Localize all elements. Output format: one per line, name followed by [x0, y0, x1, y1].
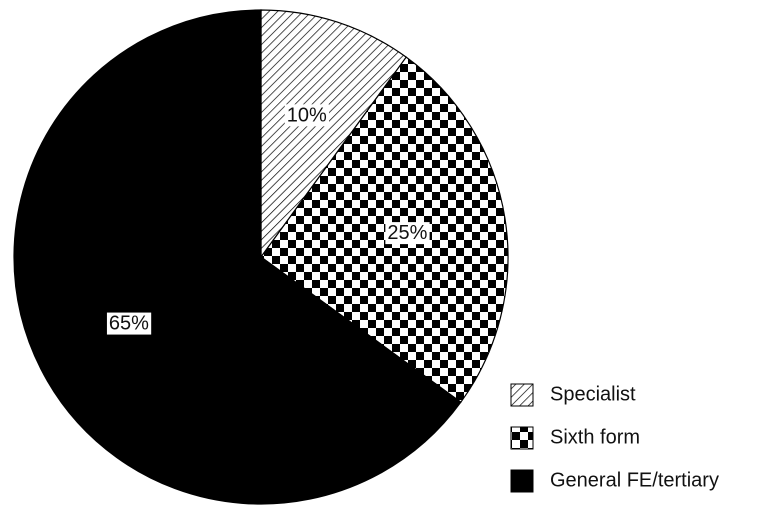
- legend-swatch: [510, 426, 534, 450]
- slice-label: 65%: [109, 313, 149, 335]
- slice-label-background: [385, 222, 430, 245]
- slice-label: 25%: [387, 222, 427, 244]
- slice-label: 10%: [287, 104, 327, 126]
- legend-label: General FE/tertiary: [550, 469, 719, 491]
- legend-swatch: [510, 383, 534, 407]
- slice-label-background: [284, 104, 330, 127]
- legend-swatch: [510, 469, 534, 493]
- pie-slice: [260, 56, 509, 404]
- legend-label: Sixth form: [550, 426, 640, 448]
- pie-slice: [260, 9, 408, 259]
- pie-slice: [13, 9, 462, 505]
- legend-label: Specialist: [550, 383, 636, 405]
- slice-label-background: [106, 312, 152, 335]
